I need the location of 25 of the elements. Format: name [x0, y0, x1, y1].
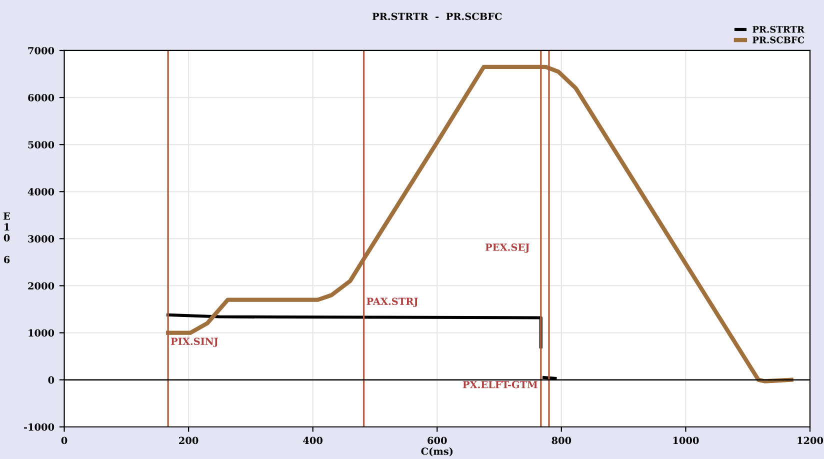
y-tick-label: 5000: [28, 141, 54, 148]
ref-line-label: PEX.SEJ: [486, 244, 530, 253]
ref-line-label: PAX.STRJ: [366, 298, 418, 307]
x-tick-label: 1200: [798, 436, 824, 444]
text: E10 6: [4, 212, 10, 264]
x-tick-label: 600: [428, 436, 447, 444]
y-tick-label: -1000: [24, 423, 54, 431]
x-tick-label: 1000: [673, 436, 699, 444]
y-tick-label: 4000: [28, 188, 54, 196]
x-tick-label: 800: [552, 436, 572, 444]
x-tick-label: 0: [61, 436, 68, 444]
x-tick-label: 200: [179, 436, 198, 444]
x-axis-title: C(ms): [421, 447, 453, 456]
chart-title: PR.STRTR - PR.SCBFC: [372, 12, 502, 20]
ref-line-label: PX.ELFT-GTM: [462, 380, 538, 388]
legend-label: PR.STRTR: [752, 26, 804, 33]
y-tick-label: 6000: [28, 94, 54, 102]
y-tick-label: 1000: [28, 329, 54, 337]
y-tick-label: 2000: [28, 282, 54, 290]
ref-line-label: PIX.SINJ: [170, 338, 218, 347]
y-tick-label: 7000: [28, 46, 54, 54]
y-tick-label: 3000: [28, 235, 54, 243]
y-tick-label: 0: [48, 376, 54, 384]
x-tick-label: 400: [303, 436, 323, 444]
legend-label: PR.SCBFC: [752, 36, 804, 44]
